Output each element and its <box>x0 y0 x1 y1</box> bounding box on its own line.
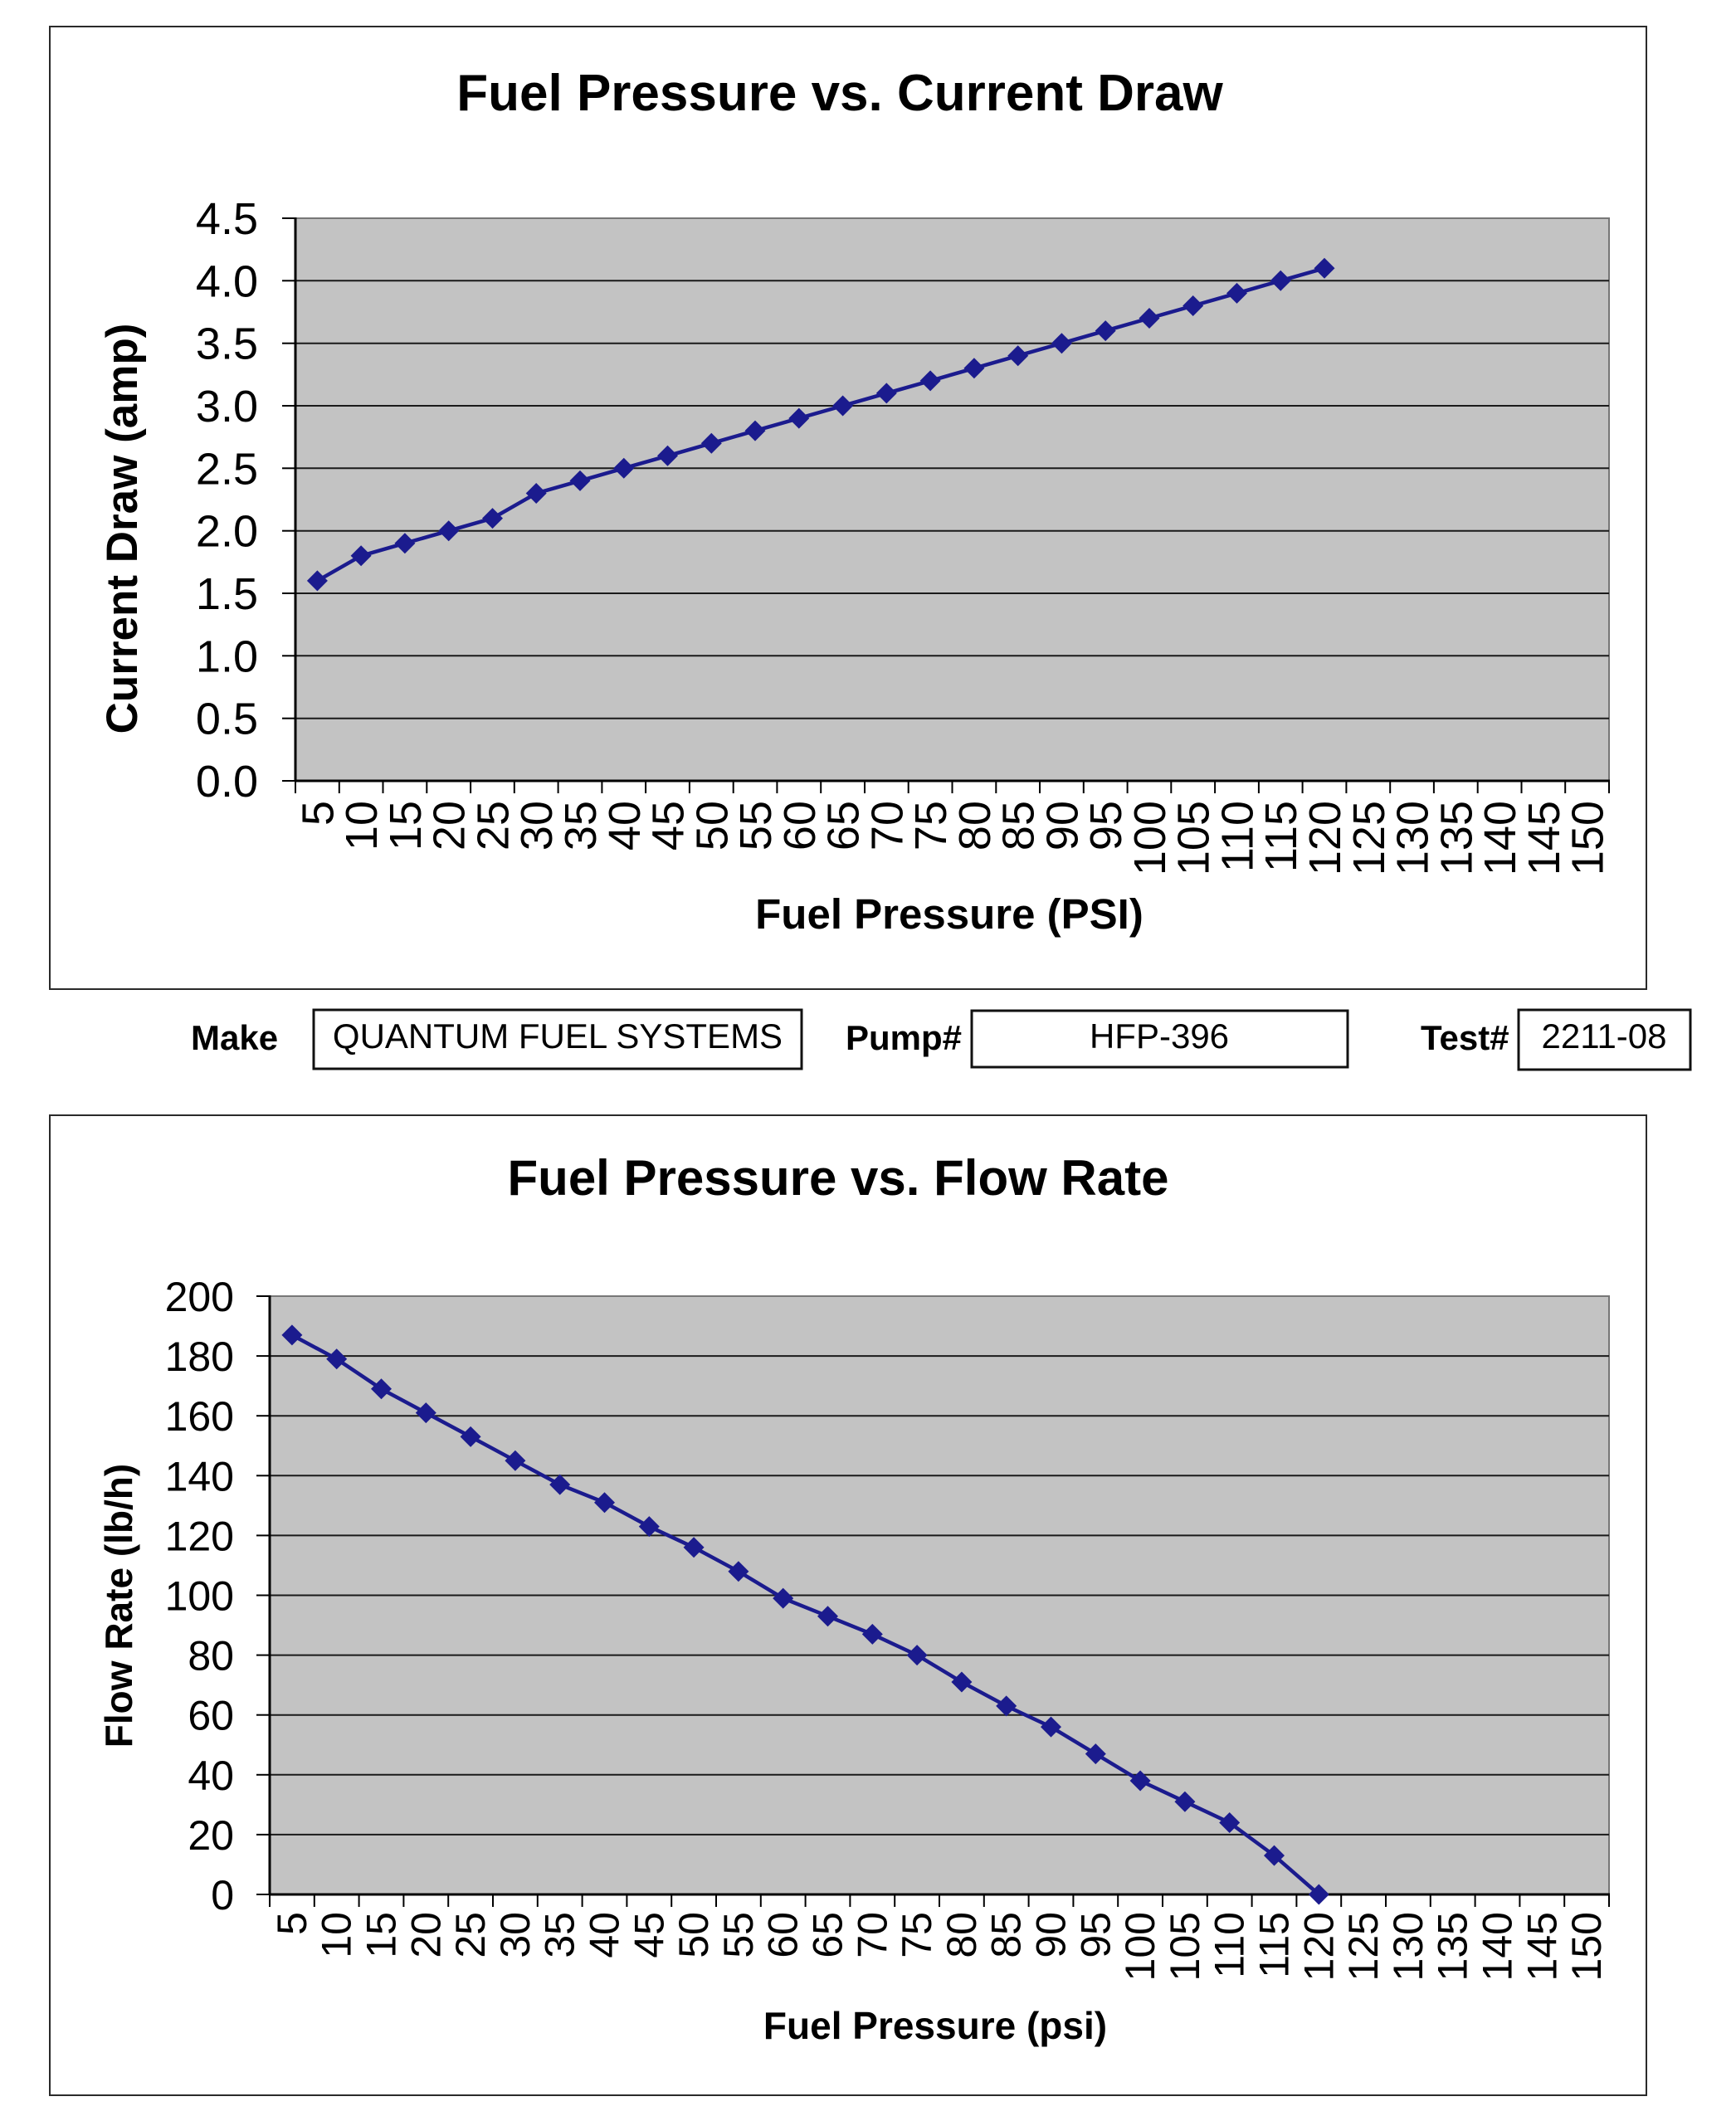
svg-text:75: 75 <box>894 1912 940 1958</box>
svg-text:35: 35 <box>556 801 606 851</box>
svg-text:20: 20 <box>402 1912 449 1958</box>
svg-text:30: 30 <box>492 1912 539 1958</box>
svg-text:40: 40 <box>582 1912 628 1958</box>
svg-text:5: 5 <box>269 1912 315 1935</box>
svg-text:60: 60 <box>188 1693 234 1739</box>
svg-text:125: 125 <box>1340 1912 1387 1981</box>
svg-text:150: 150 <box>1563 1912 1610 1981</box>
svg-text:140: 140 <box>1475 801 1525 875</box>
svg-text:75: 75 <box>906 801 956 851</box>
svg-text:25: 25 <box>447 1912 494 1958</box>
svg-text:35: 35 <box>537 1912 583 1958</box>
svg-text:HFP-396: HFP-396 <box>1090 1017 1229 1056</box>
svg-text:120: 120 <box>1300 801 1350 875</box>
svg-text:105: 105 <box>1162 1912 1208 1981</box>
svg-text:1.5: 1.5 <box>196 569 258 619</box>
svg-text:100: 100 <box>1125 801 1175 875</box>
svg-text:Test#: Test# <box>1421 1018 1509 1057</box>
svg-text:30: 30 <box>512 801 562 851</box>
svg-text:5: 5 <box>293 801 343 826</box>
svg-text:140: 140 <box>1475 1912 1521 1981</box>
svg-text:40: 40 <box>600 801 650 851</box>
svg-text:Fuel Pressure (psi): Fuel Pressure (psi) <box>763 2004 1107 2047</box>
svg-text:QUANTUM FUEL SYSTEMS: QUANTUM FUEL SYSTEMS <box>333 1017 783 1056</box>
svg-text:45: 45 <box>626 1912 672 1958</box>
svg-text:Current Draw (amp): Current Draw (amp) <box>98 324 147 734</box>
svg-text:3.0: 3.0 <box>196 382 258 431</box>
svg-text:130: 130 <box>1385 1912 1431 1981</box>
svg-text:145: 145 <box>1519 801 1569 875</box>
svg-text:20: 20 <box>188 1812 234 1859</box>
svg-text:90: 90 <box>1037 801 1087 851</box>
svg-text:130: 130 <box>1388 801 1438 875</box>
svg-text:110: 110 <box>1207 1912 1253 1978</box>
svg-text:70: 70 <box>849 1912 895 1958</box>
svg-text:80: 80 <box>939 1912 985 1958</box>
svg-text:4.0: 4.0 <box>196 256 258 306</box>
svg-text:110: 110 <box>1213 801 1263 872</box>
svg-text:0.0: 0.0 <box>196 757 258 807</box>
svg-text:10: 10 <box>314 1912 360 1958</box>
svg-text:85: 85 <box>983 1912 1030 1958</box>
svg-text:55: 55 <box>715 1912 762 1958</box>
svg-text:120: 120 <box>1295 1912 1342 1981</box>
svg-text:20: 20 <box>425 801 475 851</box>
svg-text:80: 80 <box>950 801 1000 851</box>
svg-text:2.0: 2.0 <box>196 507 258 557</box>
svg-text:120: 120 <box>165 1513 234 1559</box>
svg-text:Flow Rate (lb/h): Flow Rate (lb/h) <box>97 1464 140 1748</box>
svg-text:4.5: 4.5 <box>196 194 258 244</box>
svg-text:Fuel Pressure (PSI): Fuel Pressure (PSI) <box>755 890 1144 938</box>
svg-text:40: 40 <box>188 1753 234 1799</box>
svg-text:95: 95 <box>1081 801 1131 851</box>
svg-text:Pump#: Pump# <box>846 1018 962 1057</box>
svg-text:Make: Make <box>191 1018 278 1057</box>
svg-text:50: 50 <box>687 801 737 851</box>
svg-text:Fuel Pressure vs. Flow Rate: Fuel Pressure vs. Flow Rate <box>508 1150 1169 1206</box>
svg-text:160: 160 <box>165 1393 234 1440</box>
svg-text:1.0: 1.0 <box>196 631 258 681</box>
svg-text:3.5: 3.5 <box>196 319 258 369</box>
svg-text:70: 70 <box>862 801 912 851</box>
svg-text:135: 135 <box>1430 1912 1476 1981</box>
svg-text:90: 90 <box>1028 1912 1075 1958</box>
svg-text:55: 55 <box>731 801 781 851</box>
svg-text:60: 60 <box>775 801 825 851</box>
svg-text:2.5: 2.5 <box>196 444 258 494</box>
svg-text:10: 10 <box>337 801 387 851</box>
svg-text:65: 65 <box>819 801 869 851</box>
svg-text:85: 85 <box>994 801 1044 851</box>
svg-text:100: 100 <box>1117 1912 1163 1981</box>
svg-text:145: 145 <box>1519 1912 1565 1981</box>
svg-text:15: 15 <box>381 801 431 851</box>
svg-text:200: 200 <box>165 1274 234 1320</box>
svg-text:2211-08: 2211-08 <box>1541 1017 1666 1056</box>
svg-text:100: 100 <box>165 1573 234 1620</box>
svg-text:150: 150 <box>1563 801 1613 875</box>
svg-text:15: 15 <box>358 1912 405 1958</box>
svg-text:45: 45 <box>644 801 694 851</box>
svg-text:135: 135 <box>1431 801 1481 875</box>
svg-text:95: 95 <box>1072 1912 1119 1958</box>
svg-text:0.5: 0.5 <box>196 695 258 744</box>
svg-text:80: 80 <box>188 1633 234 1680</box>
svg-text:25: 25 <box>469 801 519 851</box>
svg-text:115: 115 <box>1256 801 1306 872</box>
svg-text:125: 125 <box>1344 801 1394 875</box>
svg-text:180: 180 <box>165 1333 234 1380</box>
svg-text:140: 140 <box>165 1453 234 1499</box>
svg-text:65: 65 <box>805 1912 851 1958</box>
svg-text:0: 0 <box>211 1872 234 1919</box>
svg-text:60: 60 <box>760 1912 807 1958</box>
svg-text:50: 50 <box>671 1912 717 1958</box>
svg-text:Fuel Pressure vs. Current Draw: Fuel Pressure vs. Current Draw <box>456 65 1223 122</box>
svg-text:115: 115 <box>1251 1912 1298 1978</box>
svg-text:105: 105 <box>1169 801 1219 875</box>
